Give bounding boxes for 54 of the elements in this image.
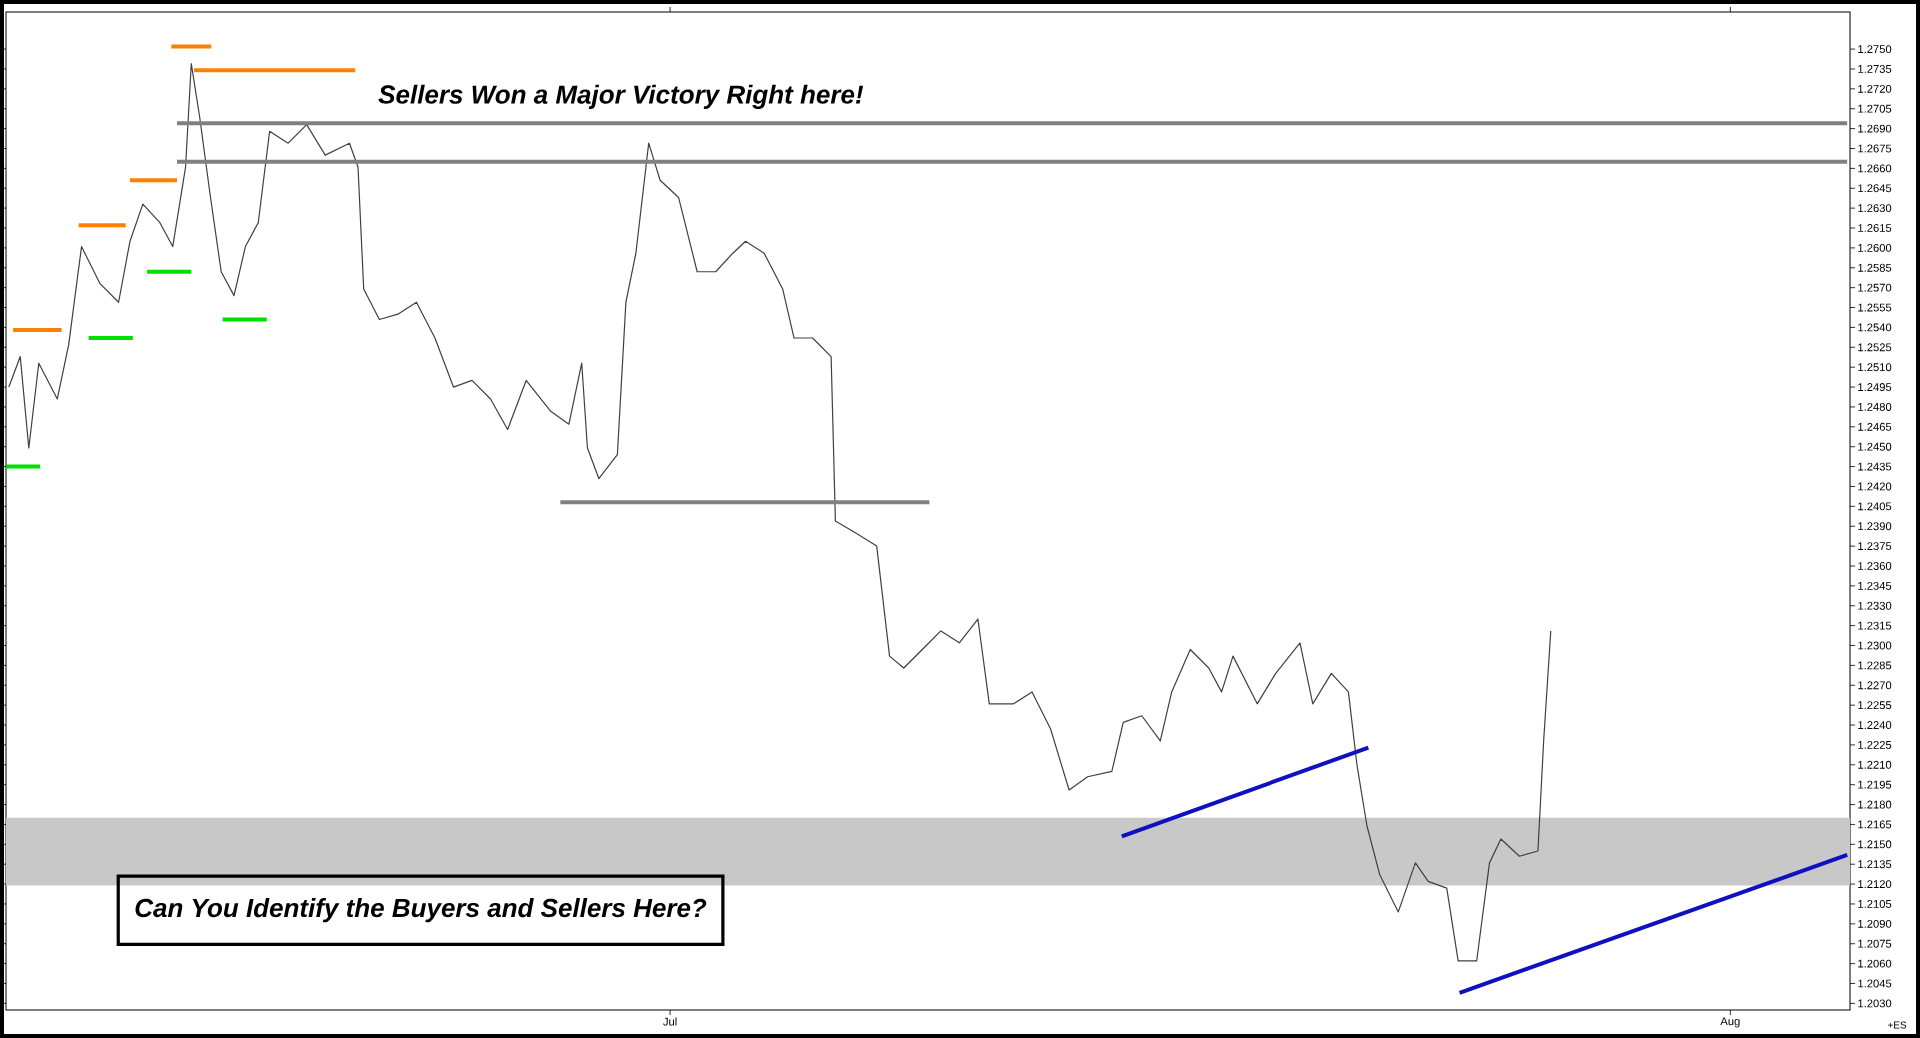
- y-tick-label: 1.2660: [1858, 164, 1892, 173]
- y-tick-label: 1.2165: [1858, 820, 1892, 829]
- y-tick-label: 1.2420: [1858, 482, 1892, 491]
- y-tick-label: 1.2135: [1858, 860, 1892, 869]
- y-tick-label: 1.2345: [1858, 581, 1892, 590]
- y-tick-label: 1.2180: [1858, 800, 1892, 809]
- y-tick-label: 1.2060: [1858, 959, 1892, 968]
- annotation: Can You Identify the Buyers and Sellers Here?: [135, 898, 707, 923]
- y-tick-label: 1.2720: [1858, 84, 1892, 93]
- y-tick-label: 1.2645: [1858, 184, 1892, 193]
- y-tick-label: 1.2495: [1858, 383, 1892, 392]
- y-tick-label: 1.2120: [1858, 880, 1892, 889]
- y-tick-label: 1.2750: [1858, 45, 1892, 54]
- x-tick-label: Jul: [663, 1017, 677, 1026]
- y-tick-label: 1.2630: [1858, 204, 1892, 213]
- y-tick-label: 1.2675: [1858, 144, 1892, 153]
- y-tick-label: 1.2360: [1858, 562, 1892, 570]
- y-tick-label: 1.2525: [1858, 343, 1892, 352]
- y-tick-label: 1.2390: [1858, 522, 1892, 531]
- y-tick-label: 1.2435: [1858, 462, 1892, 471]
- y-tick-label: 1.2405: [1858, 502, 1892, 511]
- y-tick-label: 1.2090: [1858, 919, 1892, 928]
- y-tick-label: 1.2315: [1858, 621, 1892, 630]
- y-tick-label: 1.2465: [1858, 422, 1892, 431]
- y-tick-label: 1.2705: [1858, 104, 1892, 113]
- y-tick-label: 1.2300: [1858, 641, 1892, 650]
- y-tick-label: 1.2195: [1858, 780, 1892, 789]
- y-tick-label: 1.2210: [1858, 760, 1892, 769]
- y-tick-label: 1.2480: [1858, 402, 1892, 411]
- y-tick-label: 1.2615: [1858, 224, 1892, 232]
- y-tick-label: 1.2570: [1858, 283, 1892, 292]
- y-tick-label: 1.2555: [1858, 303, 1892, 312]
- y-tick-label: 1.2225: [1858, 740, 1892, 749]
- y-tick-label: 1.2045: [1858, 979, 1892, 988]
- y-tick-label: 1.2105: [1858, 900, 1892, 908]
- y-tick-label: 1.2150: [1858, 840, 1892, 849]
- y-tick-label: 1.2510: [1858, 363, 1892, 372]
- y-tick-label: 1.2450: [1858, 442, 1892, 451]
- y-tick-label: 1.2330: [1858, 601, 1892, 610]
- y-tick-label: 1.2030: [1858, 999, 1892, 1008]
- y-tick-label: 1.2540: [1858, 323, 1892, 332]
- y-tick-label: 1.2270: [1858, 681, 1892, 690]
- y-tick-label: 1.2585: [1858, 263, 1892, 272]
- y-tick-label: 1.2600: [1858, 243, 1892, 252]
- y-tick-label: 1.2075: [1858, 939, 1892, 948]
- y-tick-label: 1.2375: [1858, 542, 1892, 551]
- x-tick-label: Aug: [1720, 1017, 1740, 1028]
- text: +ES: [1887, 1021, 1907, 1029]
- y-tick-label: 1.2255: [1858, 701, 1892, 710]
- y-tick-label: 1.2690: [1858, 124, 1892, 133]
- annotation: Sellers Won a Major Victory Right here!: [378, 84, 864, 109]
- y-tick-label: 1.2240: [1858, 721, 1892, 729]
- y-tick-label: 1.2285: [1858, 661, 1892, 670]
- y-tick-label: 1.2735: [1858, 65, 1892, 73]
